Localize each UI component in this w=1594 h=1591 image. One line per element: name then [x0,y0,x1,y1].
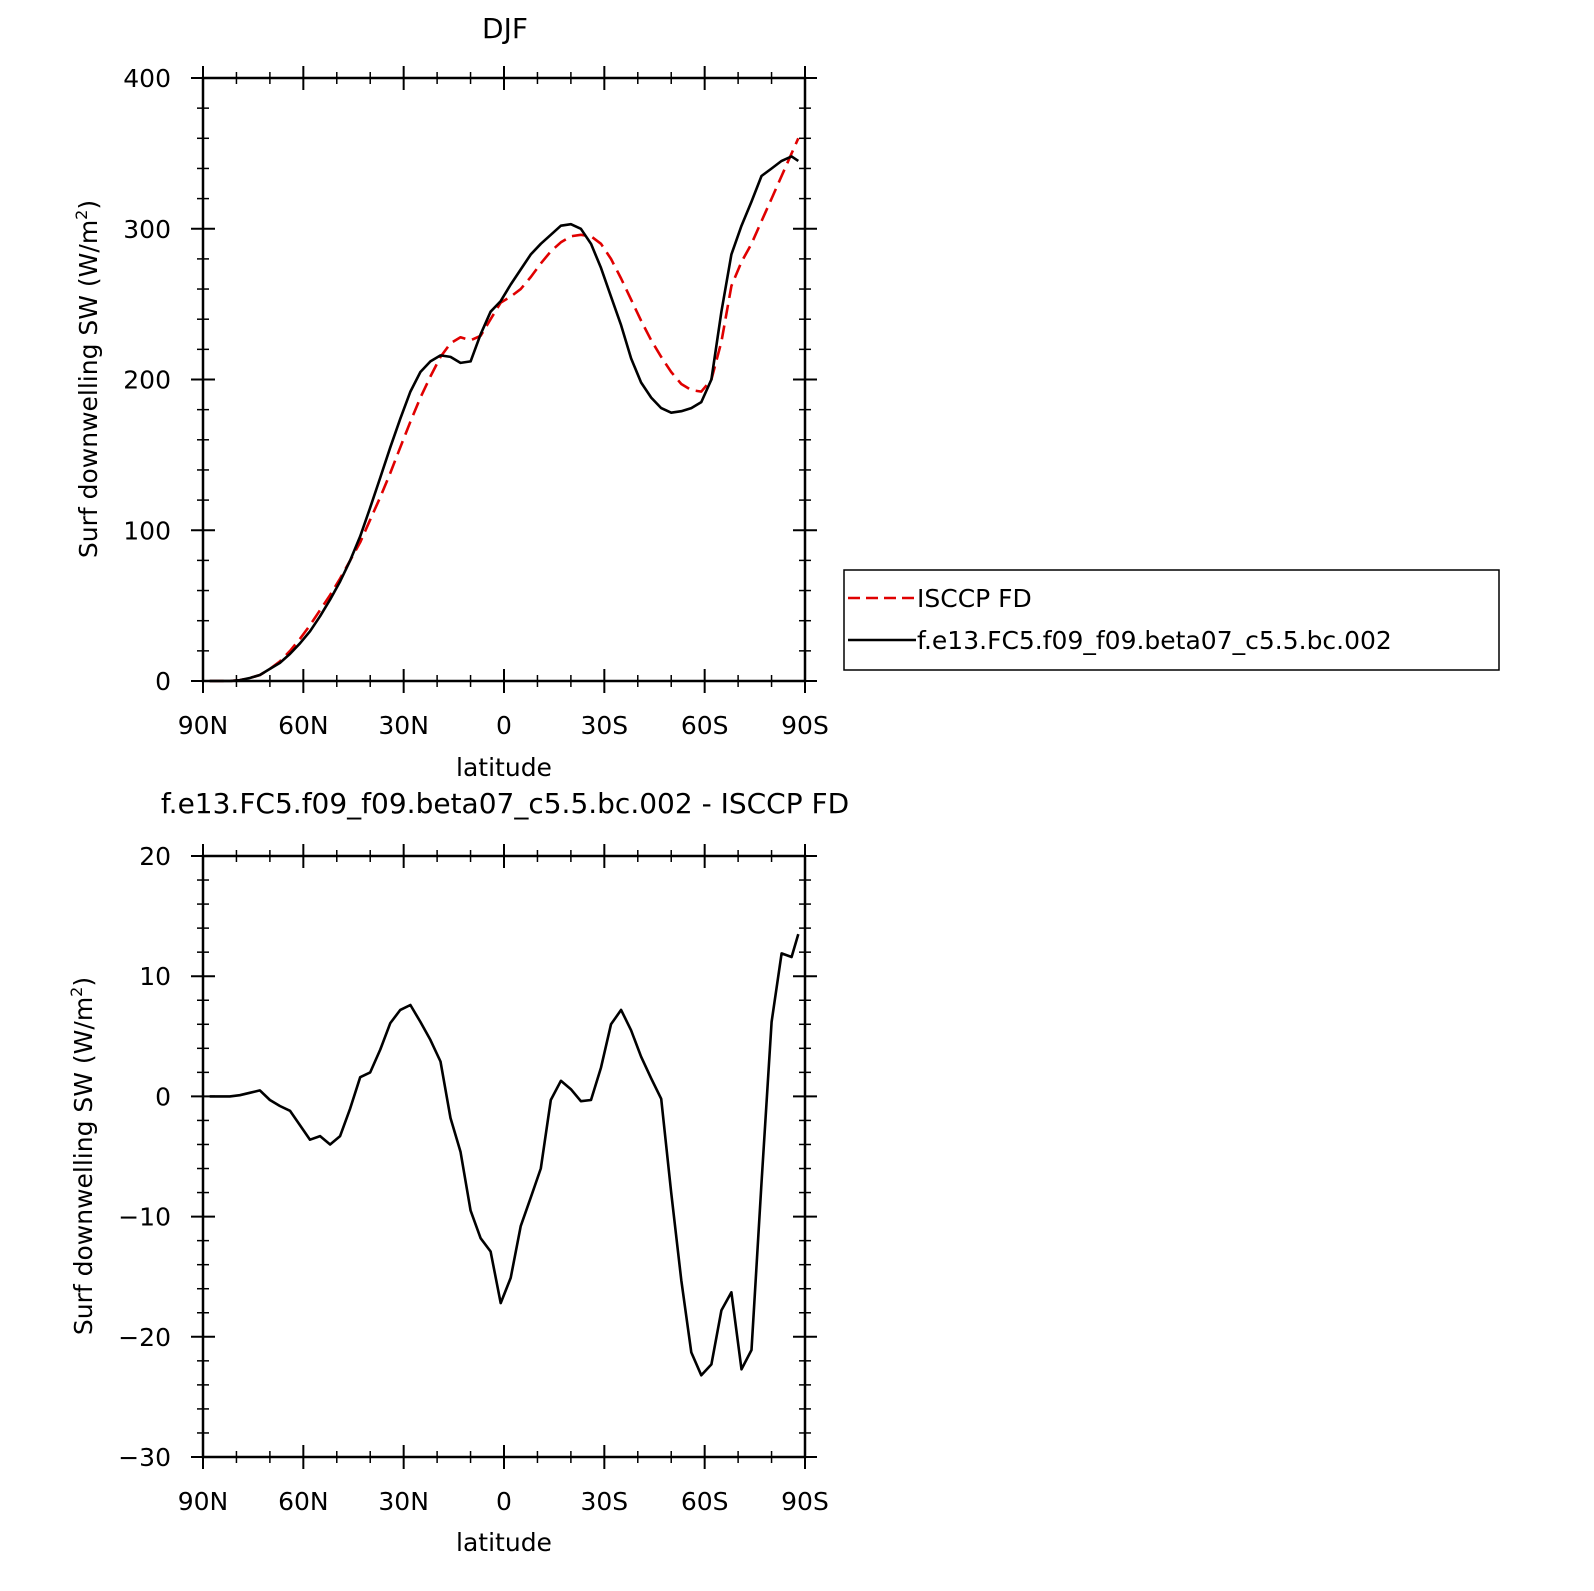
bottom-ytick-label: −10 [118,1203,171,1232]
bottom-series-line-0 [209,933,800,1377]
bottom-ytick-label: 0 [155,1082,171,1111]
top-xtick-label: 90S [781,711,829,740]
top-xtick-label: 30N [378,711,429,740]
top-xtick-label: 0 [496,711,512,740]
top-ytick-label: 400 [123,64,171,93]
top-ytick-label: 0 [155,667,171,696]
bottom-ytick-label: 20 [139,842,171,871]
bottom-ticks-group [191,844,817,1469]
bottom-xtick-label: 60S [681,1487,729,1516]
top-series-line-1 [209,155,800,683]
legend-entry-isccp: ISCCP FD [917,584,1032,613]
top-ytick-label: 200 [123,366,171,395]
bottom-ytick-label: 10 [139,962,171,991]
bottom-series-group [209,933,800,1377]
bottom-xtick-label: 90S [781,1487,829,1516]
top-series-group [209,137,800,683]
top-ticks-group [191,66,817,693]
bottom-ytick-label: −20 [118,1323,171,1352]
top-y-axis-label: Surf downwelling SW (W/m2) [72,200,103,558]
top-ytick-labels: 0 100 200 300 400 [123,64,171,696]
top-plot-frame [201,76,807,683]
top-chart-title: DJF [482,12,528,45]
top-xtick-label: 90N [178,711,229,740]
bottom-panel: f.e13.FC5.f09_f09.beta07_c5.5.bc.002 - I… [67,787,849,1557]
top-panel: DJF 0 100 200 300 400 90N 60N 30N 0 30S 60S 90S la… [72,12,1500,782]
legend: ISCCP FD f.e13.FC5.f09_f09.beta07_c5.5.b… [843,569,1500,671]
bottom-xtick-label: 90N [178,1487,229,1516]
top-xtick-label: 60N [278,711,329,740]
bottom-chart-title: f.e13.FC5.f09_f09.beta07_c5.5.bc.002 - I… [161,787,849,820]
bottom-y-axis-label: Surf downwelling SW (W/m2) [67,977,98,1335]
top-x-axis-label: latitude [456,753,552,782]
bottom-xtick-labels: 90N 60N 30N 0 30S 60S 90S [178,1487,829,1516]
bottom-ytick-label: −30 [118,1443,171,1472]
top-xtick-label: 60S [681,711,729,740]
bottom-ytick-labels: −30 −20 −10 0 10 20 [118,842,171,1472]
top-ytick-label: 300 [123,215,171,244]
top-series-line-0 [209,137,800,683]
top-xtick-label: 30S [580,711,628,740]
top-xtick-labels: 90N 60N 30N 0 30S 60S 90S [178,711,829,740]
top-ytick-label: 100 [123,516,171,545]
bottom-xtick-label: 30N [378,1487,429,1516]
bottom-xtick-label: 0 [496,1487,512,1516]
legend-entry-model: f.e13.FC5.f09_f09.beta07_c5.5.bc.002 [917,626,1392,655]
bottom-xtick-label: 30S [580,1487,628,1516]
legend-box [843,569,1500,671]
bottom-x-axis-label: latitude [456,1528,552,1557]
bottom-plot-frame [201,854,807,1459]
bottom-xtick-label: 60N [278,1487,329,1516]
